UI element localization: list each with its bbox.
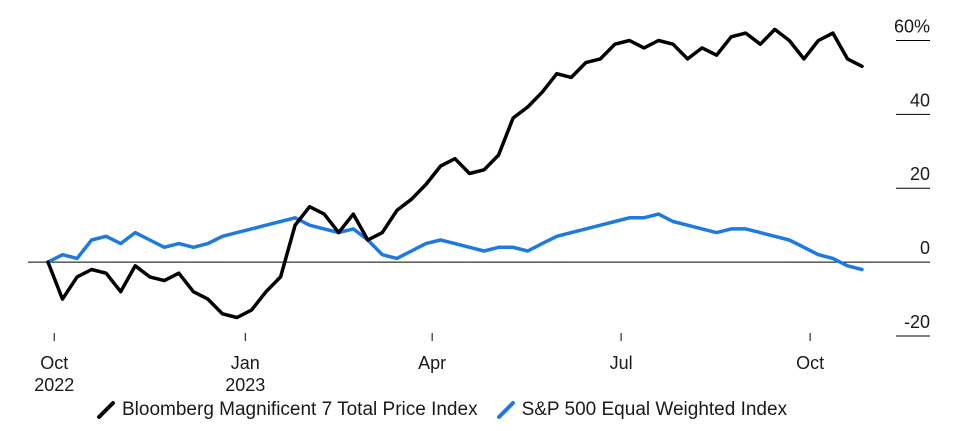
y-tick-label: 0	[920, 238, 930, 258]
legend-label-magnificent-7: Bloomberg Magnificent 7 Total Price Inde…	[122, 399, 478, 420]
x-tick-label: Oct	[40, 353, 68, 373]
y-axis: 60% 40 20 0 -20	[894, 16, 930, 337]
x-tick-label: Jul	[610, 353, 633, 373]
series-layer	[46, 27, 864, 320]
legend-item-magnificent-7: Bloomberg Magnificent 7 Total Price Inde…	[96, 399, 478, 421]
legend: Bloomberg Magnificent 7 Total Price Inde…	[96, 399, 805, 421]
legend-swatch-magnificent-7	[97, 401, 115, 419]
x-tick-label: Oct	[796, 353, 824, 373]
x-tick-label: Jan	[231, 353, 260, 373]
x-tick-sublabel: 2022	[34, 375, 74, 395]
y-tick-label: -20	[904, 312, 930, 332]
series-line-magnificent-7	[46, 27, 864, 320]
y-tick-label: 20	[910, 164, 930, 184]
legend-swatch-sp500-equal-weighted	[496, 401, 515, 419]
x-tick-label: Apr	[418, 353, 446, 373]
y-tick-label: 40	[910, 90, 930, 110]
y-tick-label: 60%	[894, 16, 930, 36]
legend-item-sp500-equal-weighted: S&P 500 Equal Weighted Index	[496, 399, 788, 421]
legend-label-sp500-equal-weighted: S&P 500 Equal Weighted Index	[521, 399, 788, 420]
x-tick-sublabel: 2023	[225, 375, 265, 395]
series-line-sp500-equal-weighted	[46, 212, 864, 272]
